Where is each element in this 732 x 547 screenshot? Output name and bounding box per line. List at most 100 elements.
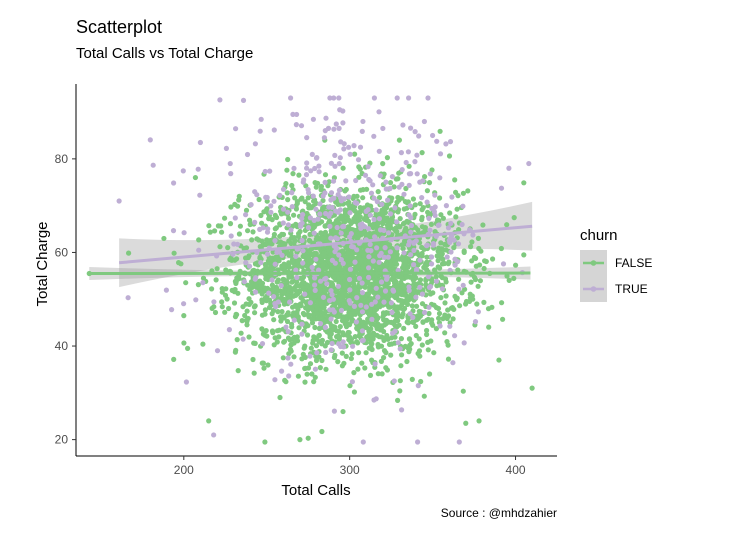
data-point — [340, 120, 346, 126]
data-point — [372, 299, 378, 305]
data-point — [329, 257, 335, 263]
x-tick-label: 300 — [340, 463, 360, 477]
data-point — [323, 349, 329, 355]
data-point — [285, 156, 291, 163]
data-point — [423, 278, 429, 284]
data-point — [249, 237, 255, 243]
data-point — [417, 253, 423, 259]
data-point — [420, 319, 426, 325]
data-point — [340, 248, 346, 254]
data-point — [327, 223, 333, 229]
data-point — [266, 290, 272, 296]
data-point — [236, 276, 242, 282]
data-point — [354, 339, 360, 345]
data-point — [342, 207, 348, 213]
data-point — [366, 254, 372, 260]
data-point — [312, 374, 318, 380]
data-point — [437, 151, 444, 157]
data-point — [178, 261, 184, 267]
data-point — [317, 201, 323, 207]
data-point — [313, 343, 320, 349]
data-point — [351, 143, 357, 149]
data-point — [447, 323, 453, 329]
data-point — [455, 241, 462, 247]
data-point — [267, 261, 273, 267]
data-point — [360, 439, 366, 445]
data-point — [231, 241, 237, 247]
data-point — [442, 330, 448, 336]
data-point — [259, 299, 265, 305]
data-point — [322, 319, 328, 325]
data-point — [445, 225, 452, 231]
data-point — [428, 221, 434, 227]
data-point — [446, 237, 452, 243]
data-point — [371, 95, 377, 101]
data-point — [320, 197, 326, 204]
data-point — [424, 331, 430, 338]
data-point — [420, 178, 426, 184]
data-point — [427, 227, 433, 233]
data-point — [461, 340, 467, 346]
data-point — [338, 266, 344, 272]
data-point — [425, 209, 431, 215]
data-point — [290, 171, 296, 177]
data-point — [258, 260, 264, 266]
data-point — [314, 311, 320, 317]
data-point — [192, 174, 199, 181]
data-point — [397, 346, 403, 352]
data-point — [222, 215, 228, 221]
data-point — [403, 185, 409, 192]
data-point — [429, 279, 435, 285]
data-point — [475, 283, 481, 289]
data-point — [392, 205, 398, 211]
x-tick-label: 200 — [174, 463, 194, 477]
data-point — [328, 235, 334, 241]
data-point — [304, 160, 310, 166]
data-point — [383, 186, 389, 192]
data-point — [289, 204, 295, 210]
data-point — [376, 148, 382, 154]
data-point — [305, 311, 311, 318]
data-point — [337, 155, 343, 161]
data-point — [350, 343, 356, 349]
data-point — [303, 321, 309, 327]
plot-area — [86, 95, 535, 445]
data-point — [399, 242, 405, 248]
data-point — [346, 144, 352, 150]
data-point — [282, 241, 288, 247]
data-point — [219, 229, 225, 235]
data-point — [419, 214, 425, 220]
data-point — [433, 278, 440, 284]
data-point — [197, 192, 203, 198]
data-point — [451, 245, 457, 251]
data-point — [352, 199, 358, 206]
data-point — [346, 194, 352, 200]
data-point — [243, 207, 250, 213]
data-point — [181, 301, 187, 307]
data-point — [243, 260, 249, 266]
data-point — [359, 128, 365, 134]
data-point — [181, 313, 187, 319]
data-point — [443, 293, 449, 299]
data-point — [324, 281, 330, 287]
data-point — [475, 235, 481, 241]
data-point — [471, 274, 478, 280]
data-point — [376, 259, 382, 265]
data-point — [302, 291, 308, 297]
data-point — [262, 168, 268, 175]
data-point — [397, 297, 403, 303]
legend-title: churn — [580, 227, 618, 244]
data-point — [316, 163, 322, 169]
data-point — [235, 203, 241, 209]
data-point — [365, 164, 371, 170]
data-point — [499, 300, 505, 306]
data-point — [147, 137, 153, 143]
data-point — [219, 299, 225, 305]
data-point — [521, 252, 527, 258]
data-point — [367, 287, 373, 293]
data-point — [414, 152, 420, 158]
data-point — [436, 315, 442, 321]
data-point — [381, 337, 387, 343]
data-point — [185, 345, 191, 351]
data-point — [406, 284, 412, 290]
